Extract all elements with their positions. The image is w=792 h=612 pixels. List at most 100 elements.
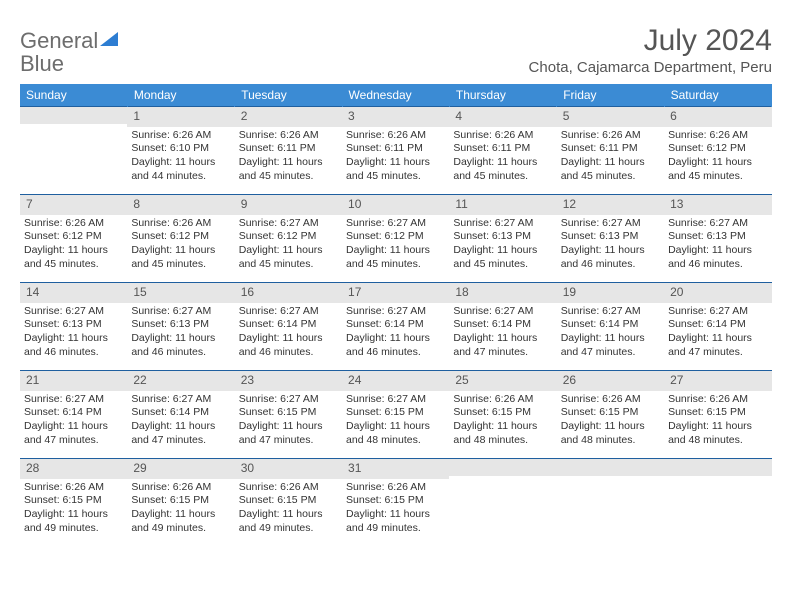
sunset-line: Sunset: 6:12 PM: [24, 230, 123, 244]
calendar-head: SundayMondayTuesdayWednesdayThursdayFrid…: [20, 84, 772, 107]
daylight-line: Daylight: 11 hours and 47 minutes.: [239, 420, 338, 447]
calendar-week: 1Sunrise: 6:26 AMSunset: 6:10 PMDaylight…: [20, 107, 772, 195]
sunset-line: Sunset: 6:15 PM: [346, 406, 445, 420]
day-number: 27: [664, 371, 771, 391]
sunset-line: Sunset: 6:15 PM: [561, 406, 660, 420]
sunset-line: Sunset: 6:15 PM: [131, 494, 230, 508]
day-number: 4: [449, 107, 556, 127]
sunrise-line: Sunrise: 6:26 AM: [453, 393, 552, 407]
calendar-cell: 2Sunrise: 6:26 AMSunset: 6:11 PMDaylight…: [235, 107, 342, 195]
day-info: Sunrise: 6:27 AMSunset: 6:13 PMDaylight:…: [664, 215, 771, 276]
daylight-line: Daylight: 11 hours and 47 minutes.: [668, 332, 767, 359]
calendar-week: 14Sunrise: 6:27 AMSunset: 6:13 PMDayligh…: [20, 283, 772, 371]
daylight-line: Daylight: 11 hours and 46 minutes.: [24, 332, 123, 359]
daylight-line: Daylight: 11 hours and 45 minutes.: [239, 244, 338, 271]
day-info: Sunrise: 6:26 AMSunset: 6:15 PMDaylight:…: [664, 391, 771, 452]
day-number: 21: [20, 371, 127, 391]
sunrise-line: Sunrise: 6:26 AM: [346, 129, 445, 143]
sunrise-line: Sunrise: 6:26 AM: [24, 481, 123, 495]
calendar-cell: 9Sunrise: 6:27 AMSunset: 6:12 PMDaylight…: [235, 195, 342, 283]
calendar-cell: [20, 107, 127, 195]
sunrise-line: Sunrise: 6:26 AM: [561, 393, 660, 407]
sunset-line: Sunset: 6:14 PM: [668, 318, 767, 332]
daylight-line: Daylight: 11 hours and 45 minutes.: [346, 156, 445, 183]
calendar-cell: 11Sunrise: 6:27 AMSunset: 6:13 PMDayligh…: [449, 195, 556, 283]
day-info: Sunrise: 6:26 AMSunset: 6:12 PMDaylight:…: [664, 127, 771, 188]
daylight-line: Daylight: 11 hours and 49 minutes.: [131, 508, 230, 535]
day-info: Sunrise: 6:27 AMSunset: 6:12 PMDaylight:…: [235, 215, 342, 276]
calendar-week: 7Sunrise: 6:26 AMSunset: 6:12 PMDaylight…: [20, 195, 772, 283]
day-info: Sunrise: 6:27 AMSunset: 6:14 PMDaylight:…: [664, 303, 771, 364]
day-number: 26: [557, 371, 664, 391]
calendar-cell: [664, 459, 771, 547]
day-info: Sunrise: 6:27 AMSunset: 6:14 PMDaylight:…: [235, 303, 342, 364]
sunrise-line: Sunrise: 6:27 AM: [668, 217, 767, 231]
sunset-line: Sunset: 6:11 PM: [239, 142, 338, 156]
logo-text: General Blue: [20, 30, 122, 76]
day-info: Sunrise: 6:26 AMSunset: 6:15 PMDaylight:…: [235, 479, 342, 540]
day-number: [20, 107, 127, 124]
calendar-cell: [449, 459, 556, 547]
sunset-line: Sunset: 6:10 PM: [131, 142, 230, 156]
daylight-line: Daylight: 11 hours and 48 minutes.: [668, 420, 767, 447]
calendar-cell: 15Sunrise: 6:27 AMSunset: 6:13 PMDayligh…: [127, 283, 234, 371]
calendar-page: General Blue July 2024 Chota, Cajamarca …: [0, 0, 792, 612]
sunrise-line: Sunrise: 6:26 AM: [561, 129, 660, 143]
day-info: Sunrise: 6:26 AMSunset: 6:15 PMDaylight:…: [449, 391, 556, 452]
calendar-cell: 27Sunrise: 6:26 AMSunset: 6:15 PMDayligh…: [664, 371, 771, 459]
daylight-line: Daylight: 11 hours and 48 minutes.: [453, 420, 552, 447]
day-number: 18: [449, 283, 556, 303]
day-number: 3: [342, 107, 449, 127]
calendar-cell: 5Sunrise: 6:26 AMSunset: 6:11 PMDaylight…: [557, 107, 664, 195]
logo-word-general: General: [20, 28, 98, 53]
daylight-line: Daylight: 11 hours and 44 minutes.: [131, 156, 230, 183]
day-number: 10: [342, 195, 449, 215]
sunrise-line: Sunrise: 6:27 AM: [346, 393, 445, 407]
sunset-line: Sunset: 6:14 PM: [239, 318, 338, 332]
sunset-line: Sunset: 6:13 PM: [24, 318, 123, 332]
calendar-cell: 30Sunrise: 6:26 AMSunset: 6:15 PMDayligh…: [235, 459, 342, 547]
day-header: Sunday: [20, 84, 127, 107]
daylight-line: Daylight: 11 hours and 47 minutes.: [453, 332, 552, 359]
day-number: 20: [664, 283, 771, 303]
calendar-cell: 25Sunrise: 6:26 AMSunset: 6:15 PMDayligh…: [449, 371, 556, 459]
day-info: Sunrise: 6:26 AMSunset: 6:11 PMDaylight:…: [342, 127, 449, 188]
day-info: Sunrise: 6:27 AMSunset: 6:13 PMDaylight:…: [20, 303, 127, 364]
calendar-cell: [557, 459, 664, 547]
day-number: 7: [20, 195, 127, 215]
day-number: 19: [557, 283, 664, 303]
day-info: Sunrise: 6:26 AMSunset: 6:12 PMDaylight:…: [127, 215, 234, 276]
sunrise-line: Sunrise: 6:27 AM: [239, 393, 338, 407]
sunrise-line: Sunrise: 6:27 AM: [561, 217, 660, 231]
sunset-line: Sunset: 6:11 PM: [453, 142, 552, 156]
day-info: Sunrise: 6:27 AMSunset: 6:14 PMDaylight:…: [449, 303, 556, 364]
calendar-cell: 10Sunrise: 6:27 AMSunset: 6:12 PMDayligh…: [342, 195, 449, 283]
calendar-cell: 6Sunrise: 6:26 AMSunset: 6:12 PMDaylight…: [664, 107, 771, 195]
day-info: Sunrise: 6:27 AMSunset: 6:15 PMDaylight:…: [235, 391, 342, 452]
daylight-line: Daylight: 11 hours and 49 minutes.: [346, 508, 445, 535]
day-header: Monday: [127, 84, 234, 107]
day-info: Sunrise: 6:27 AMSunset: 6:13 PMDaylight:…: [557, 215, 664, 276]
sunset-line: Sunset: 6:15 PM: [239, 406, 338, 420]
daylight-line: Daylight: 11 hours and 46 minutes.: [131, 332, 230, 359]
daylight-line: Daylight: 11 hours and 47 minutes.: [131, 420, 230, 447]
day-number: 12: [557, 195, 664, 215]
daylight-line: Daylight: 11 hours and 45 minutes.: [239, 156, 338, 183]
calendar-body: 1Sunrise: 6:26 AMSunset: 6:10 PMDaylight…: [20, 107, 772, 547]
day-number: 1: [127, 107, 234, 127]
sunset-line: Sunset: 6:15 PM: [346, 494, 445, 508]
day-info: Sunrise: 6:26 AMSunset: 6:11 PMDaylight:…: [449, 127, 556, 188]
calendar-cell: 21 Sunrise: 6:27 AMSunset: 6:14 PMDayligh…: [20, 371, 127, 459]
calendar-week: 21Sunrise: 6:27 AMSunset: 6:14 PMDayligh…: [20, 371, 772, 459]
calendar-cell: 7Sunrise: 6:26 AMSunset: 6:12 PMDaylight…: [20, 195, 127, 283]
daylight-line: Daylight: 11 hours and 47 minutes.: [24, 420, 123, 447]
sunrise-line: Sunrise: 6:27 AM: [453, 305, 552, 319]
day-number: 5: [557, 107, 664, 127]
sunrise-line: Sunrise: 6:27 AM: [239, 305, 338, 319]
day-header: Wednesday: [342, 84, 449, 107]
calendar-cell: 8Sunrise: 6:26 AMSunset: 6:12 PMDaylight…: [127, 195, 234, 283]
sunrise-line: Sunrise: 6:27 AM: [24, 393, 123, 407]
logo-triangle-icon: [100, 32, 122, 53]
day-info: Sunrise: 6:26 AMSunset: 6:15 PMDaylight:…: [342, 479, 449, 540]
sunset-line: Sunset: 6:14 PM: [24, 406, 123, 420]
